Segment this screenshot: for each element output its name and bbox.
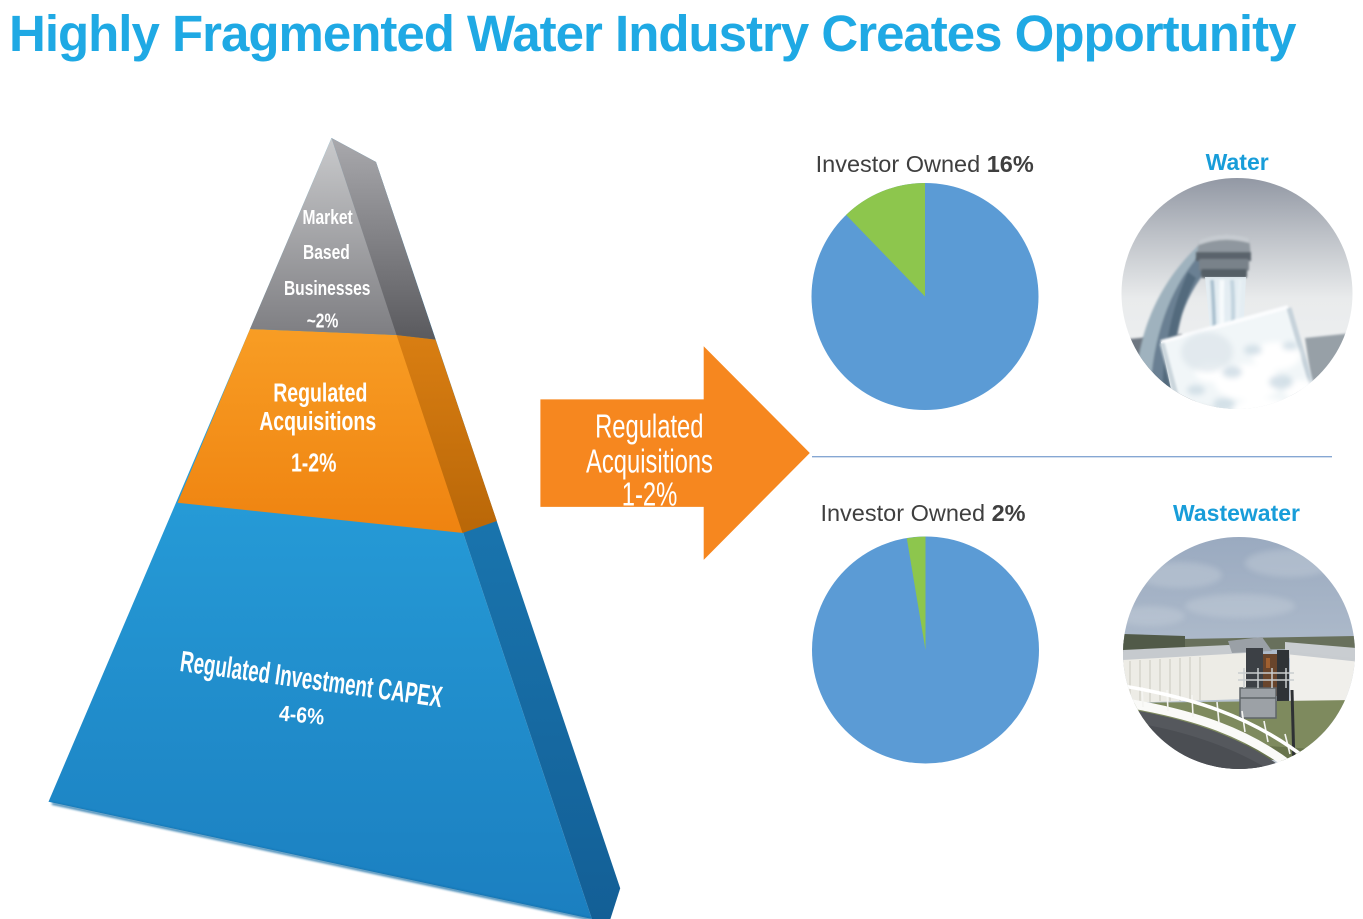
- svg-text:Based: Based: [303, 241, 350, 264]
- svg-text:Regulated: Regulated: [595, 409, 703, 446]
- svg-text:~2%: ~2%: [307, 309, 339, 332]
- svg-text:Market: Market: [303, 206, 353, 229]
- svg-text:4-6%: 4-6%: [278, 701, 325, 730]
- svg-text:Businesses: Businesses: [284, 277, 371, 300]
- svg-text:Acquisitions: Acquisitions: [259, 406, 376, 435]
- svg-text:1-2%: 1-2%: [622, 477, 678, 514]
- svg-text:Acquisitions: Acquisitions: [586, 444, 713, 481]
- svg-text:1-2%: 1-2%: [291, 448, 337, 477]
- svg-text:Regulated: Regulated: [273, 378, 367, 407]
